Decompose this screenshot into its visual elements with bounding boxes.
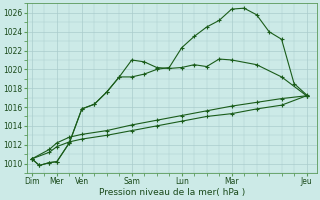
X-axis label: Pression niveau de la mer( hPa ): Pression niveau de la mer( hPa ) (99, 188, 245, 197)
